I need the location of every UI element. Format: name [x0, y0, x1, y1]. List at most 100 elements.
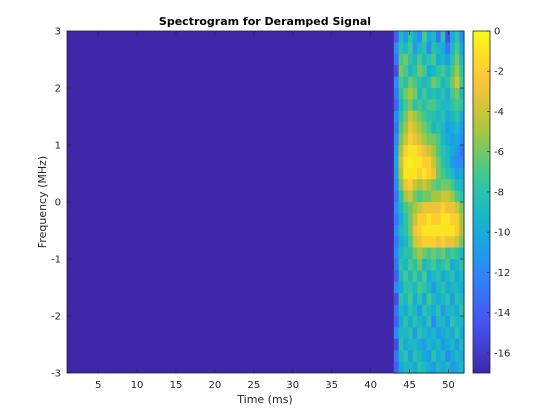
heatmap-cell [403, 190, 409, 203]
heatmap-cell [412, 202, 418, 214]
heatmap-cell [398, 281, 404, 294]
heatmap-cell [421, 190, 428, 203]
heatmap-cell [440, 316, 446, 328]
heatmap-cell [417, 236, 423, 249]
x-tick-label: 50 [442, 380, 455, 391]
heatmap-cell [449, 247, 456, 260]
heatmap-cell [417, 327, 423, 340]
heatmap-cell [459, 213, 465, 226]
heatmap-cell [393, 179, 400, 192]
colorbar-tick-label: 0 [494, 27, 500, 38]
heatmap-cell [435, 110, 442, 123]
heatmap-cell [421, 31, 428, 43]
heatmap-cell [393, 293, 400, 306]
heatmap-cell [417, 145, 423, 157]
heatmap-cell [403, 133, 409, 146]
heatmap-cell [393, 110, 400, 123]
heatmap-cell [403, 31, 409, 43]
heatmap-cell [398, 76, 404, 89]
heatmap-cell [449, 361, 456, 374]
heatmap-cell [407, 76, 414, 89]
heatmap-cell [449, 213, 456, 226]
heatmap-cell [440, 202, 446, 214]
y-axis-label: Frequency (MHz) [36, 156, 49, 248]
heatmap-cell [407, 110, 414, 123]
heatmap-cell [431, 202, 437, 214]
heatmap-cell [454, 156, 460, 169]
heatmap-cell [445, 338, 451, 351]
colorbar-tick-label: -4 [494, 107, 504, 118]
heatmap-cell [398, 122, 404, 135]
heatmap-cell [459, 179, 465, 192]
heatmap-cell [403, 202, 409, 214]
heatmap-cell [412, 247, 418, 260]
heatmap-cell [407, 236, 414, 249]
heatmap-cell [403, 270, 409, 283]
heatmap-cell [398, 224, 404, 237]
heatmap-cell [435, 224, 442, 237]
heatmap-cell [440, 42, 446, 55]
heatmap-cell [393, 281, 400, 294]
heatmap-cell [421, 179, 428, 192]
heatmap-cell [393, 350, 400, 363]
heatmap-cell [407, 350, 414, 363]
colorbar-tick-label: -14 [494, 308, 510, 319]
heatmap-cell [459, 42, 465, 55]
heatmap-cell [421, 133, 428, 146]
heatmap-cell [421, 293, 428, 306]
heatmap-cell [393, 76, 400, 89]
heatmap-cell [417, 281, 423, 294]
heatmap-cell [412, 281, 418, 294]
heatmap-cell [393, 65, 400, 78]
heatmap-cell [454, 99, 460, 112]
x-tick-label: 45 [403, 380, 416, 391]
heatmap-cell [440, 76, 446, 89]
heatmap-cell [440, 213, 446, 226]
heatmap-cell [459, 133, 465, 146]
heatmap-cell [398, 361, 404, 374]
heatmap-cell [445, 99, 451, 112]
heatmap-cell [426, 167, 432, 180]
heatmap-cell [403, 224, 409, 237]
heatmap-cell [412, 76, 418, 89]
heatmap-cell [440, 110, 446, 123]
heatmap-cell [445, 247, 451, 260]
colorbar-gradient [472, 30, 491, 374]
heatmap-cell [445, 304, 451, 317]
heatmap-cell [407, 53, 414, 66]
heatmap-cell [454, 145, 460, 157]
heatmap-cell [417, 316, 423, 328]
heatmap-cell [417, 110, 423, 123]
heatmap-cell [393, 122, 400, 135]
heatmap-cell [417, 156, 423, 169]
heatmap-cell [431, 361, 437, 374]
heatmap-cell [398, 99, 404, 112]
heatmap-cell [421, 270, 428, 283]
heatmap-cell [412, 167, 418, 180]
heatmap-cell [393, 133, 400, 146]
heatmap-cell [449, 53, 456, 66]
heatmap-cell [403, 76, 409, 89]
x-tick-label: 40 [364, 380, 377, 391]
heatmap-cell [440, 361, 446, 374]
heatmap-cell [417, 224, 423, 237]
heatmap-cell [449, 304, 456, 317]
heatmap-cell [445, 156, 451, 169]
heatmap-cell [435, 99, 442, 112]
heatmap-cell [459, 53, 465, 66]
heatmap-cell [454, 259, 460, 271]
heatmap-cell [454, 316, 460, 328]
heatmap-cell [426, 122, 432, 135]
heatmap-cell [403, 304, 409, 317]
heatmap-cell [403, 156, 409, 169]
heatmap-cell [421, 122, 428, 135]
heatmap-cell [449, 167, 456, 180]
heatmap-cell [412, 327, 418, 340]
heatmap-cell [398, 304, 404, 317]
heatmap-cell [440, 145, 446, 157]
heatmap-cell [421, 213, 428, 226]
heatmap-cell [421, 99, 428, 112]
heatmap-cell [440, 350, 446, 363]
heatmap-cell [407, 88, 414, 100]
heatmap-cell [403, 338, 409, 351]
